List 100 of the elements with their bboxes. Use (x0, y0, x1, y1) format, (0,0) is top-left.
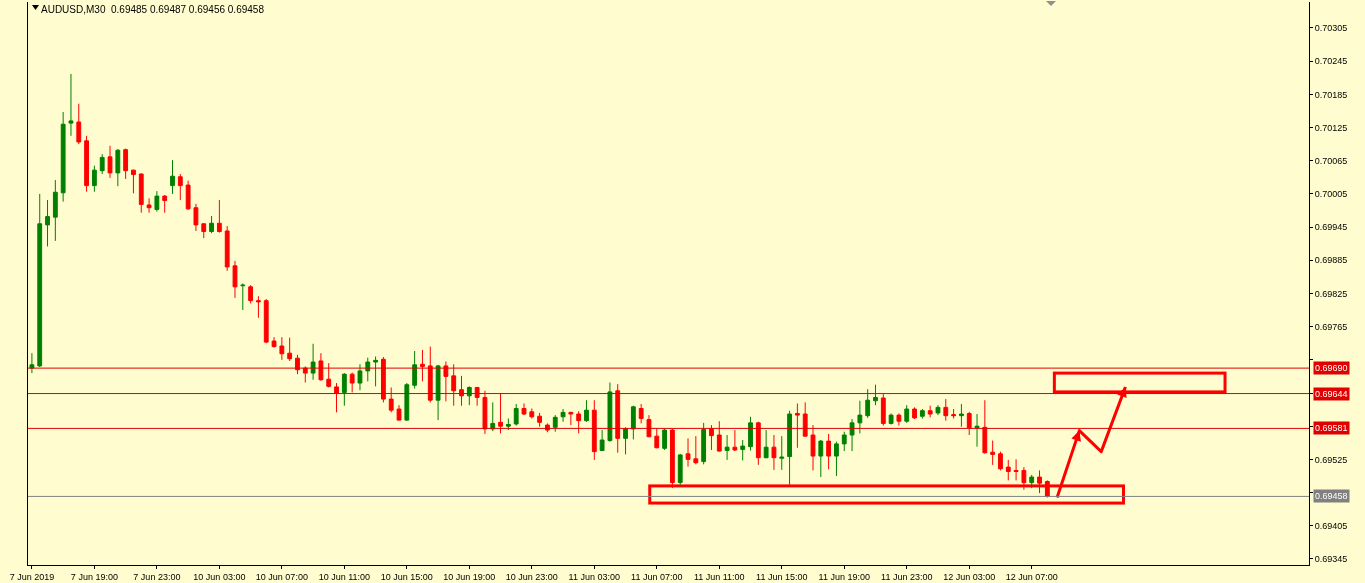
candlestick (537, 412, 543, 428)
candlestick (896, 412, 902, 427)
candlestick (248, 284, 254, 304)
x-tick-label: 11 Jun 15:00 (756, 571, 808, 582)
candlestick (373, 356, 378, 387)
candlestick (599, 429, 605, 452)
candlestick (224, 225, 230, 272)
candlestick (185, 180, 191, 211)
candlestick (138, 172, 144, 214)
candlestick (279, 336, 285, 361)
candlestick (474, 386, 480, 407)
y-tick-label: 0.70245 (1314, 56, 1348, 67)
candlestick (60, 111, 66, 203)
candlestick (685, 437, 691, 468)
candlestick (779, 435, 785, 471)
candlestick (576, 410, 582, 434)
candlestick (240, 283, 246, 311)
x-tick-label: 10 Jun 19:00 (443, 571, 496, 582)
candlestick (232, 260, 238, 299)
y-tick-label: 0.70065 (1314, 155, 1348, 166)
candlestick (420, 349, 425, 382)
x-tick-label: 10 Jun 03:00 (193, 571, 246, 582)
y-tick-label: 0.70005 (1314, 189, 1348, 200)
candlestick (904, 404, 910, 424)
candlestick (177, 173, 183, 201)
candlestick (209, 215, 214, 234)
x-tick-label: 10 Jun 11:00 (318, 571, 371, 582)
candlestick (334, 382, 339, 413)
candlestick (521, 403, 527, 416)
candlestick (482, 390, 488, 435)
candlestick (794, 403, 800, 449)
candlestick (435, 364, 441, 421)
candlestick (201, 222, 207, 239)
y-tick-label: 0.69405 (1314, 520, 1348, 531)
candlestick (131, 169, 136, 194)
candlestick (935, 404, 941, 416)
x-tick-label: 11 Jun 19:00 (818, 571, 870, 582)
candlestick (646, 414, 652, 438)
candlestick (505, 417, 511, 431)
candlestick (966, 411, 972, 436)
candlestick (927, 405, 933, 418)
candlestick (748, 416, 753, 452)
candlestick (396, 404, 402, 422)
candlestick (732, 429, 738, 452)
candlestick (591, 399, 597, 461)
candlestick (412, 350, 418, 390)
candlestick (193, 203, 199, 232)
x-tick-label: 10 Jun 07:00 (255, 571, 308, 582)
candlestick (466, 385, 472, 406)
candlestick (1037, 469, 1042, 494)
candlestick (37, 193, 43, 368)
candlestick (341, 372, 347, 407)
candlestick (380, 356, 386, 403)
candlestick (959, 403, 964, 428)
candlestick (388, 386, 394, 413)
candlestick (1021, 466, 1027, 491)
ref-line-label: 0.69458 (1315, 491, 1348, 501)
candlestick (701, 422, 707, 465)
candlestick (740, 439, 746, 461)
candlestick (873, 384, 878, 406)
ref-line-label: 0.69690 (1315, 363, 1348, 373)
candlestick (810, 424, 816, 471)
y-tick-label: 0.70125 (1314, 122, 1348, 133)
candlestick (271, 336, 277, 349)
candlestick (709, 424, 714, 451)
candlestick (834, 441, 839, 477)
candlestick (880, 393, 886, 427)
y-tick-label: 0.69945 (1314, 222, 1348, 233)
candlestick (513, 403, 519, 427)
candlestick (552, 414, 558, 433)
x-tick-label: 7 Jun 23:00 (133, 571, 181, 582)
ref-line-label: 0.69581 (1315, 423, 1348, 433)
candlestick (349, 372, 355, 393)
x-tick-label: 11 Jun 03:00 (568, 571, 620, 582)
candlestick (560, 408, 566, 423)
candlestick (115, 148, 121, 187)
candlestick (498, 392, 503, 434)
candlestick (263, 298, 269, 344)
candlestick (29, 352, 35, 374)
candlestick (693, 435, 699, 465)
candlestick (755, 421, 761, 466)
x-tick-label: 12 Jun 07:00 (1005, 571, 1058, 582)
candlestick (724, 434, 730, 461)
x-tick-label: 11 Jun 11:00 (693, 571, 745, 582)
y-tick-label: 0.69885 (1314, 255, 1348, 266)
x-tick-label: 10 Jun 15:00 (380, 571, 433, 582)
candlestick (615, 383, 621, 454)
candlestick (318, 352, 324, 382)
candlestick (154, 190, 160, 213)
candlestick (951, 408, 957, 419)
x-tick-label: 7 Jun 19:00 (70, 571, 118, 582)
candlestick (802, 401, 808, 438)
y-tick-label: 0.70305 (1314, 23, 1348, 34)
candlestick (443, 360, 449, 402)
candlestick (76, 103, 82, 145)
candlestick (623, 426, 628, 455)
x-tick-label: 12 Jun 03:00 (943, 571, 996, 582)
candlestick (170, 159, 175, 195)
x-tick-label: 11 Jun 23:00 (881, 571, 933, 582)
candlestick (654, 427, 660, 449)
